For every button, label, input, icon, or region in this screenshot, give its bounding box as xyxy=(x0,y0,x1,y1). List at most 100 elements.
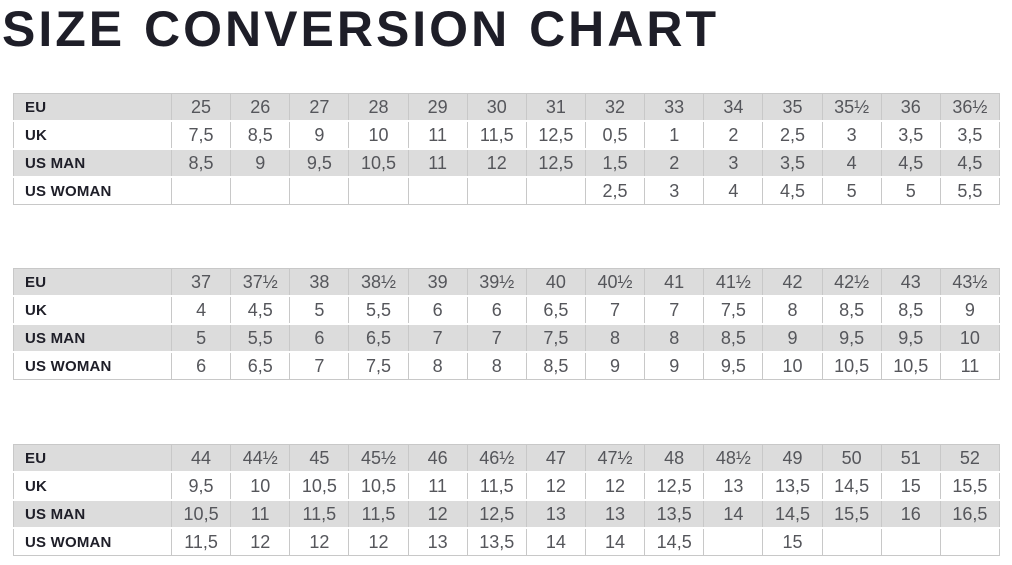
conversion-table: EU 37 37½ 38 38½ 39 39½ 40 40½ 41 41½ 42 42½ 43 43½ UK 4… xyxy=(13,268,1001,380)
size-cell: 15 xyxy=(880,471,941,501)
row-label: UK xyxy=(13,471,172,501)
size-cell: 5,5 xyxy=(230,323,291,353)
size-cell: 3,5 xyxy=(762,148,823,178)
size-cell: 6,5 xyxy=(525,295,586,325)
size-cell: 8 xyxy=(407,351,468,380)
row-label: US MAN xyxy=(13,148,172,178)
size-cell: 8,5 xyxy=(880,295,941,325)
size-cell: 14,5 xyxy=(762,499,823,529)
size-cell: 10 xyxy=(348,120,409,150)
size-cell: 6,5 xyxy=(230,351,291,380)
table-row: UK 9,5 10 10,5 10,5 11 11,5 12 12 12,5 13 13,5 14,5 1… xyxy=(13,471,1001,501)
size-cell: 12,5 xyxy=(525,120,586,150)
size-cell: 9,5 xyxy=(703,351,764,380)
size-cell: 4,5 xyxy=(762,176,823,205)
size-cell: 11,5 xyxy=(466,120,527,150)
size-cell: 7 xyxy=(584,295,646,325)
size-cell: 9,5 xyxy=(289,148,350,178)
size-cell: 6 xyxy=(289,323,350,353)
size-cell: 6 xyxy=(466,295,527,325)
size-cell: 2 xyxy=(703,120,764,150)
size-cell xyxy=(348,176,409,205)
size-cell: 14 xyxy=(584,527,646,556)
size-cell: 12,5 xyxy=(644,471,705,501)
table-row: US MAN 10,5 11 11,5 11,5 12 12,5 13 13 13,5 14 14,5… xyxy=(13,499,1001,529)
size-cell: 9 xyxy=(289,120,350,150)
size-cell: 3 xyxy=(703,148,764,178)
size-cell: 9 xyxy=(939,295,1001,325)
size-cell: 11 xyxy=(407,148,468,178)
conversion-table: EU 25 26 27 28 29 30 31 32 33 34 35 35½ 36 36½ UK 7,5 8,5… xyxy=(13,93,1001,205)
size-cell xyxy=(939,527,1001,556)
size-cell: 13 xyxy=(584,499,646,529)
size-cell xyxy=(170,176,232,205)
size-cell: 12,5 xyxy=(466,499,527,529)
size-cell: 25 xyxy=(170,93,232,122)
table-row: US WOMAN 6 6,5 7 7,5 8 8 8,5 9 9 9,5 10 10,5 10,5 11 xyxy=(13,351,1001,380)
size-cell: 47 xyxy=(525,444,586,473)
size-cell: 37½ xyxy=(230,268,291,297)
size-cell: 11,5 xyxy=(289,499,350,529)
size-cell: 8 xyxy=(466,351,527,380)
size-cell: 38 xyxy=(289,268,350,297)
size-cell: 14,5 xyxy=(821,471,882,501)
size-cell xyxy=(525,176,586,205)
size-cell: 51 xyxy=(880,444,941,473)
size-cell: 35 xyxy=(762,93,823,122)
size-cell: 42½ xyxy=(821,268,882,297)
size-cell: 2,5 xyxy=(762,120,823,150)
size-cell: 48½ xyxy=(703,444,764,473)
size-cell: 11 xyxy=(407,120,468,150)
size-cell: 9,5 xyxy=(821,323,882,353)
size-cell: 43 xyxy=(880,268,941,297)
row-label: US MAN xyxy=(13,323,172,353)
table-row: EU 25 26 27 28 29 30 31 32 33 34 35 35½ 36 36½ xyxy=(13,93,1001,122)
size-cell: 5,5 xyxy=(348,295,409,325)
size-cell: 8,5 xyxy=(703,323,764,353)
size-cell: 12 xyxy=(230,527,291,556)
size-cell: 11 xyxy=(407,471,468,501)
size-cell: 0,5 xyxy=(584,120,646,150)
size-cell: 36 xyxy=(880,93,941,122)
size-cell: 50 xyxy=(821,444,882,473)
size-cell: 31 xyxy=(525,93,586,122)
size-cell: 48 xyxy=(644,444,705,473)
size-cell: 4,5 xyxy=(880,148,941,178)
size-cell: 16 xyxy=(880,499,941,529)
size-cell: 4 xyxy=(821,148,882,178)
size-cell: 13,5 xyxy=(644,499,705,529)
size-cell: 13 xyxy=(525,499,586,529)
size-cell: 49 xyxy=(762,444,823,473)
table-row: UK 7,5 8,5 9 10 11 11,5 12,5 0,5 1 2 2,5 3 3,5 3,5 xyxy=(13,120,1001,150)
size-cell: 39 xyxy=(407,268,468,297)
table-row: US MAN 8,5 9 9,5 10,5 11 12 12,5 1,5 2 3 3,5 4 4,5 4,5 xyxy=(13,148,1001,178)
size-cell: 1,5 xyxy=(584,148,646,178)
size-cell: 12 xyxy=(466,148,527,178)
row-label: EU xyxy=(13,444,172,473)
size-cell: 40½ xyxy=(584,268,646,297)
size-cell: 8,5 xyxy=(525,351,586,380)
size-cell: 8,5 xyxy=(821,295,882,325)
size-table-44-52: EU 44 44½ 45 45½ 46 46½ 47 47½ 48 48½ 49 50 51 52 UK 9,5… xyxy=(13,444,1001,556)
size-cell xyxy=(880,527,941,556)
size-cell: 40 xyxy=(525,268,586,297)
size-cell: 12 xyxy=(348,527,409,556)
size-cell: 12 xyxy=(525,471,586,501)
size-cell: 7 xyxy=(407,323,468,353)
size-cell: 13 xyxy=(703,471,764,501)
size-cell: 12 xyxy=(407,499,468,529)
size-cell: 52 xyxy=(939,444,1001,473)
size-cell: 8 xyxy=(762,295,823,325)
table-row: EU 37 37½ 38 38½ 39 39½ 40 40½ 41 41½ 42 42½ 43 43½ xyxy=(13,268,1001,297)
size-cell xyxy=(407,176,468,205)
row-label: US WOMAN xyxy=(13,176,172,205)
row-label: US WOMAN xyxy=(13,351,172,380)
size-cell: 1 xyxy=(644,120,705,150)
table-row: UK 4 4,5 5 5,5 6 6 6,5 7 7 7,5 8 8,5 8,5 9 xyxy=(13,295,1001,325)
size-cell: 38½ xyxy=(348,268,409,297)
size-cell: 14,5 xyxy=(644,527,705,556)
size-cell: 30 xyxy=(466,93,527,122)
size-cell: 7,5 xyxy=(170,120,232,150)
size-cell: 14 xyxy=(703,499,764,529)
